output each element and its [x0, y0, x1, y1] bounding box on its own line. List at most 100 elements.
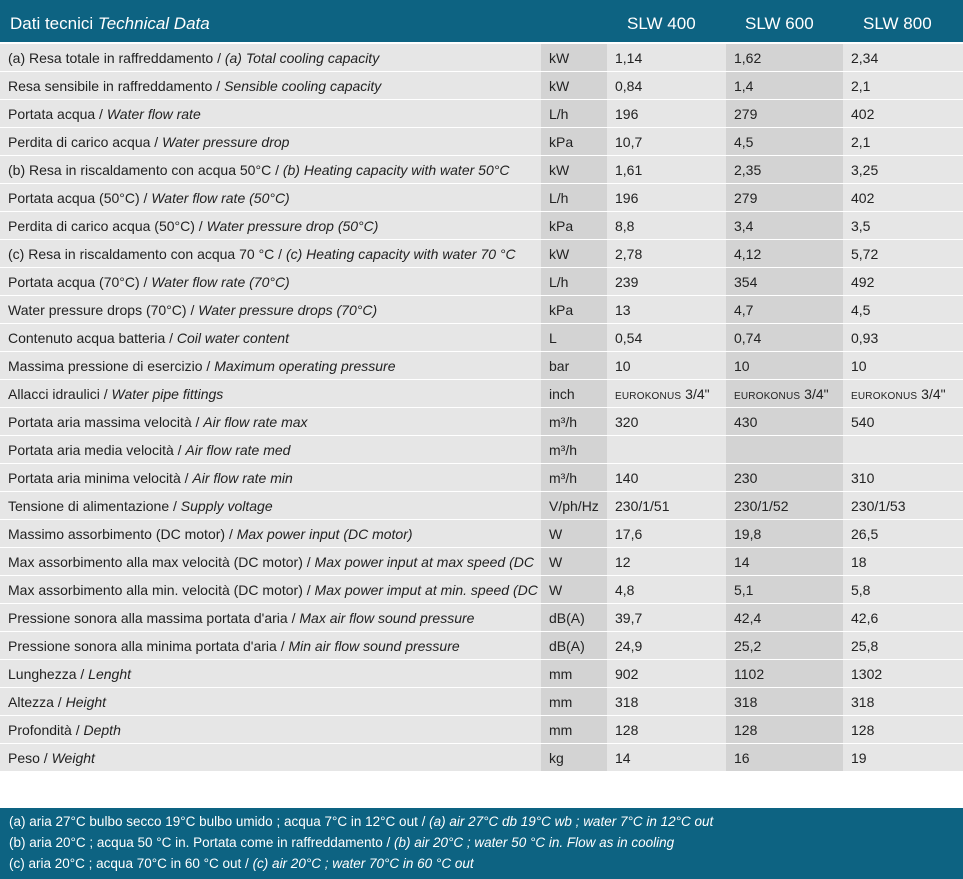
- spec-gap: [538, 239, 541, 268]
- value-slw600: 5,1: [726, 575, 843, 604]
- value-slw800: [843, 435, 963, 464]
- spec-label-italian: Portata aria minima velocità /: [8, 469, 193, 486]
- spec-label-english: Air flow rate max: [203, 413, 308, 430]
- spec-row: Portata acqua / Water flow rate L/h 196 279…: [0, 99, 963, 128]
- spec-row: Pressione sonora alla massima portata d'…: [0, 603, 963, 632]
- spec-label: (b) Resa in riscaldamento con acqua 50°C…: [0, 155, 538, 184]
- spec-gap: [538, 687, 541, 716]
- spec-label-italian: (a) Resa totale in raffreddamento /: [8, 49, 225, 66]
- value-slw600: 4,5: [726, 127, 843, 156]
- fitting-size: 3/4": [921, 385, 946, 402]
- value-slw400: 8,8: [607, 211, 726, 240]
- value-slw400: 902: [607, 659, 726, 688]
- spec-unit: mm: [541, 659, 607, 688]
- spec-label-italian: Peso /: [8, 749, 52, 766]
- spec-unit: L/h: [541, 183, 607, 212]
- value-slw600: 14: [726, 547, 843, 576]
- spec-unit: W: [541, 575, 607, 604]
- spec-label: Portata aria massima velocità / Air flow…: [0, 407, 538, 436]
- value-slw600: 25,2: [726, 631, 843, 660]
- spec-gap: [538, 155, 541, 184]
- spec-label: (c) Resa in riscaldamento con acqua 70 °…: [0, 239, 538, 268]
- fitting-size: 3/4": [685, 385, 710, 402]
- spec-unit: inch: [541, 379, 607, 408]
- spec-row: Pressione sonora alla minima portata d'a…: [0, 631, 963, 660]
- value-slw400: 24,9: [607, 631, 726, 660]
- spec-label-italian: Massima pressione di esercizio /: [8, 357, 215, 374]
- value-slw600: 230/1/52: [726, 491, 843, 520]
- table-title: Dati tecnici Technical Data: [10, 14, 210, 34]
- value-slw600: 10: [726, 351, 843, 380]
- title-italian: Dati tecnici: [10, 14, 94, 33]
- value-slw600: 1,4: [726, 71, 843, 100]
- spec-label-italian: Tensione di alimentazione /: [8, 497, 181, 514]
- spec-label-english: Max power imput at min. speed (DC motor): [314, 581, 538, 598]
- spec-label-italian: Perdita di carico acqua /: [8, 133, 163, 150]
- value-slw400: 239: [607, 267, 726, 296]
- spec-label: Allacci idraulici / Water pipe fittings: [0, 379, 538, 408]
- footnote-a-italian: (a) aria 27°C bulbo secco 19°C bulbo umi…: [9, 814, 430, 829]
- value-slw600: 2,35: [726, 155, 843, 184]
- value-slw800: 19: [843, 743, 963, 772]
- spec-label: Altezza / Height: [0, 687, 538, 716]
- spec-unit: m³/h: [541, 435, 607, 464]
- spec-gap: [538, 519, 541, 548]
- value-slw400: 10: [607, 351, 726, 380]
- spec-label: Pressione sonora alla minima portata d'a…: [0, 631, 538, 660]
- model-header-slw800: SLW 800: [863, 14, 932, 33]
- spec-label-english: Water pressure drop: [162, 133, 290, 150]
- spec-label: Pressione sonora alla massima portata d'…: [0, 603, 538, 632]
- value-slw600: 42,4: [726, 603, 843, 632]
- value-slw800: 4,5: [843, 295, 963, 324]
- fitting-size: 3/4": [804, 385, 829, 402]
- footnote-b: (b) aria 20°C ; acqua 50 °C in. Portata …: [9, 835, 674, 850]
- spec-unit: mm: [541, 715, 607, 744]
- spec-unit: kPa: [541, 127, 607, 156]
- spec-label-italian: Allacci idraulici /: [8, 385, 112, 402]
- spec-unit: kW: [541, 44, 607, 72]
- spec-unit: m³/h: [541, 407, 607, 436]
- spec-label-italian: (c) Resa in riscaldamento con acqua 70 °…: [8, 245, 286, 262]
- spec-gap: [538, 631, 541, 660]
- spec-gap: [538, 435, 541, 464]
- spec-row: Altezza / Height mm 318 318 318: [0, 687, 963, 716]
- value-slw600: 16: [726, 743, 843, 772]
- value-slw400: 12: [607, 547, 726, 576]
- spec-label-italian: Pressione sonora alla minima portata d'a…: [8, 637, 289, 654]
- value-slw600: 3,4: [726, 211, 843, 240]
- spec-gap: [538, 659, 541, 688]
- value-slw800: 26,5: [843, 519, 963, 548]
- model-header-slw600: SLW 600: [745, 14, 814, 33]
- value-slw600: 4,12: [726, 239, 843, 268]
- spec-label-english: Sensible cooling capacity: [224, 77, 382, 94]
- value-slw400: 1,14: [607, 44, 726, 72]
- spec-table: (a) Resa totale in raffreddamento / (a) …: [0, 44, 963, 772]
- spec-unit: L/h: [541, 99, 607, 128]
- fitting-type: EUROKONUS: [851, 390, 918, 402]
- spec-label-italian: Max assorbimento alla min. velocità (DC …: [8, 581, 315, 598]
- spec-gap: [538, 547, 541, 576]
- value-slw400: 128: [607, 715, 726, 744]
- spec-label: Tensione di alimentazione / Supply volta…: [0, 491, 538, 520]
- spec-label-italian: Profondità /: [8, 721, 84, 738]
- spec-label: Perdita di carico acqua (50°C) / Water p…: [0, 211, 538, 240]
- spec-unit: L/h: [541, 267, 607, 296]
- spec-row: (b) Resa in riscaldamento con acqua 50°C…: [0, 155, 963, 184]
- spec-label-english: Lenght: [88, 665, 131, 682]
- spec-label-italian: Max assorbimento alla max velocità (DC m…: [8, 553, 315, 570]
- spec-unit: dB(A): [541, 603, 607, 632]
- value-slw800: 540: [843, 407, 963, 436]
- spec-label-english: (b) Heating capacity with water 50°C: [282, 161, 510, 178]
- spec-label-english: Air flow rate min: [192, 469, 293, 486]
- value-slw800: 2,1: [843, 127, 963, 156]
- spec-label-italian: Lunghezza /: [8, 665, 89, 682]
- spec-gap: [538, 127, 541, 156]
- spec-label-italian: Portata acqua (70°C) /: [8, 273, 152, 290]
- value-slw800: 5,72: [843, 239, 963, 268]
- spec-row: Peso / Weight kg 14 16 19: [0, 743, 963, 772]
- spec-unit: W: [541, 519, 607, 548]
- fitting-type: EUROKONUS: [734, 390, 801, 402]
- spec-label: Contenuto acqua batteria / Coil water co…: [0, 323, 538, 352]
- spec-unit: kW: [541, 155, 607, 184]
- value-slw800: 230/1/53: [843, 491, 963, 520]
